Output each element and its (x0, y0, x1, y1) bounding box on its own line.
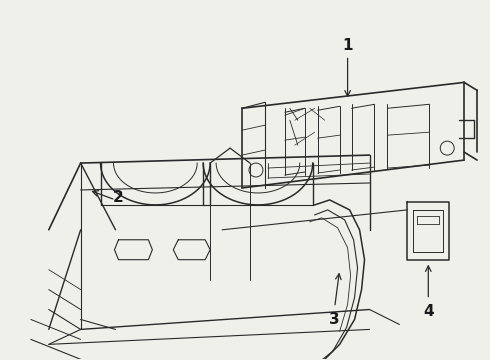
Text: 3: 3 (329, 312, 340, 327)
Text: 4: 4 (423, 304, 434, 319)
Text: 2: 2 (113, 190, 124, 206)
Text: 1: 1 (343, 38, 353, 53)
